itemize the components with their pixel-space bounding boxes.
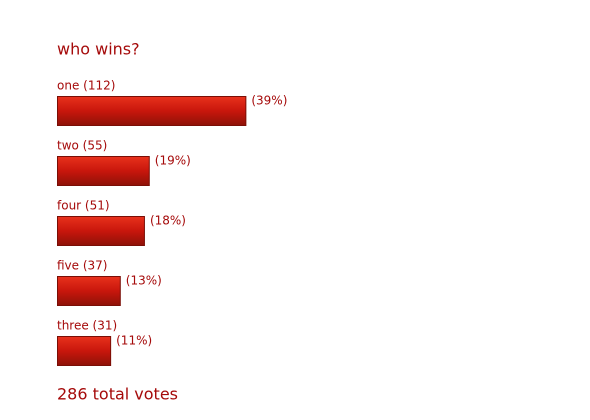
- option-label: two (55): [57, 139, 107, 153]
- option-label: three (31): [57, 319, 117, 333]
- percent-label: (18%): [150, 214, 186, 228]
- percent-label: (11%): [116, 334, 152, 348]
- bar: [57, 336, 112, 366]
- percent-label: (39%): [251, 94, 287, 108]
- percent-label: (13%): [126, 274, 162, 288]
- bar: [57, 216, 145, 246]
- option-label: one (112): [57, 79, 115, 93]
- poll-title: who wins?: [57, 40, 140, 59]
- bar: [57, 156, 150, 186]
- option-label: four (51): [57, 199, 110, 213]
- percent-label: (19%): [155, 154, 191, 168]
- total-votes: 286 total votes: [57, 385, 178, 404]
- bar: [57, 276, 121, 306]
- bar: [57, 96, 247, 126]
- option-label: five (37): [57, 259, 108, 273]
